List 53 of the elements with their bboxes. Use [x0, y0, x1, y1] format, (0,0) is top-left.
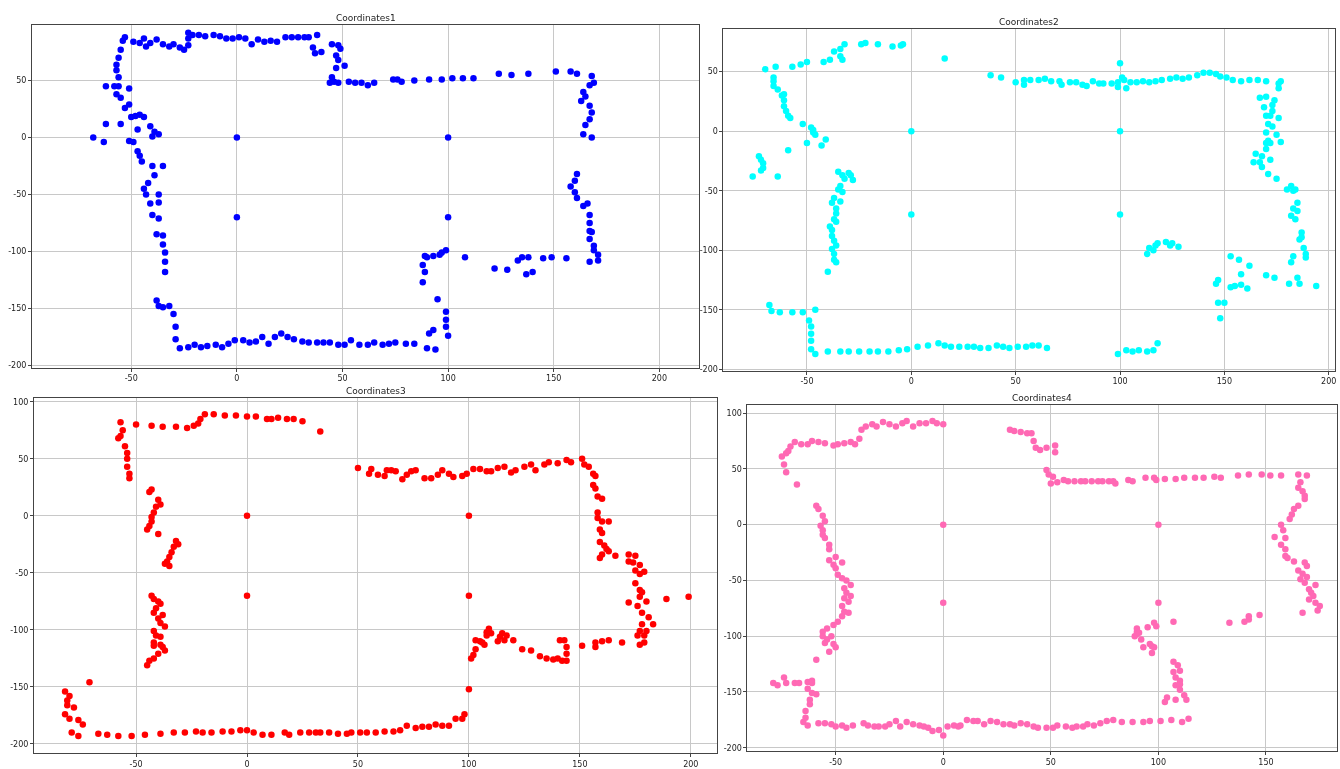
- y-tick-label: 50: [707, 67, 718, 77]
- x-tick-label: 0: [940, 757, 946, 767]
- x-tick-label: -50: [800, 377, 814, 387]
- x-tick-label: -50: [129, 759, 143, 769]
- x-tick-label: -50: [124, 374, 138, 384]
- x-tick-label: 150: [546, 374, 562, 384]
- y-tick-label: -100: [699, 246, 718, 256]
- y-tick-label: 50: [731, 464, 742, 474]
- x-tick-label: 0: [244, 759, 250, 769]
- chart-title: Coordinates3: [346, 386, 406, 396]
- x-tick-label: -50: [829, 757, 843, 767]
- y-tick-label: -150: [723, 687, 742, 697]
- x-tick-label: 150: [572, 759, 588, 769]
- y-tick-label: -100: [10, 625, 29, 635]
- x-tick-label: 50: [352, 759, 364, 769]
- y-tick-label: -50: [704, 186, 718, 196]
- x-tick-label: 200: [651, 374, 667, 384]
- x-tick-label: 150: [1216, 377, 1233, 387]
- y-tick-label: -150: [8, 304, 27, 314]
- y-tick-label: -150: [699, 305, 718, 315]
- y-tick-label: 0: [23, 511, 29, 521]
- y-tick-label: -200: [8, 361, 27, 371]
- x-tick-label: 50: [1045, 757, 1056, 767]
- chart-title: Coordinates1: [336, 13, 396, 23]
- y-tick-label: -100: [723, 632, 742, 642]
- x-tick-label: 50: [1010, 377, 1021, 387]
- x-tick-label: 100: [1112, 377, 1128, 387]
- x-tick-label: 200: [1321, 377, 1337, 387]
- x-tick-label: 100: [1150, 757, 1167, 767]
- y-tick-label: 50: [16, 76, 27, 86]
- x-tick-label: 0: [908, 377, 914, 387]
- y-tick-label: 50: [18, 454, 29, 464]
- y-tick-label: -50: [13, 190, 27, 200]
- y-tick-label: 0: [712, 126, 718, 136]
- y-tick-label: -50: [15, 568, 29, 578]
- x-tick-label: 100: [440, 374, 456, 384]
- y-tick-label: -200: [723, 743, 742, 753]
- chart-title: Coordinates4: [1012, 393, 1073, 403]
- y-tick-label: 0: [21, 133, 27, 143]
- chart-title: Coordinates2: [999, 17, 1059, 27]
- x-tick-label: 50: [337, 374, 348, 384]
- y-tick-label: -150: [10, 682, 29, 692]
- x-tick-label: 150: [1258, 757, 1274, 767]
- y-tick-label: -200: [10, 739, 29, 749]
- y-tick-label: 0: [736, 520, 742, 530]
- x-tick-label: 0: [234, 374, 240, 384]
- y-tick-label: 100: [726, 408, 742, 418]
- y-tick-label: -100: [8, 247, 27, 257]
- y-tick-label: 100: [13, 397, 29, 407]
- x-tick-label: 200: [683, 759, 699, 769]
- y-tick-label: -200: [699, 365, 718, 375]
- x-tick-label: 100: [461, 759, 477, 769]
- y-tick-label: -50: [728, 576, 742, 586]
